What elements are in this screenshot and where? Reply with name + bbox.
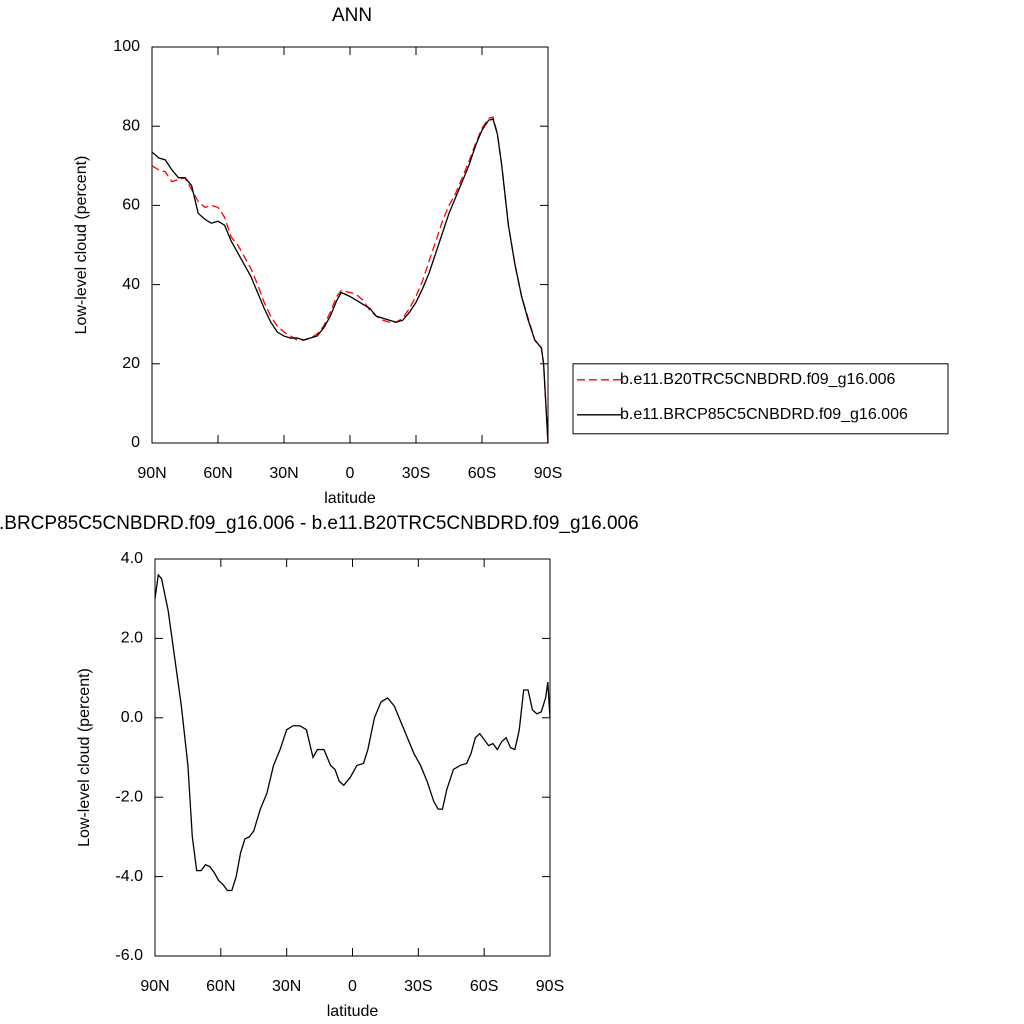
chart-title: ANN [332,5,372,26]
x-tick-label: 30S [404,978,432,995]
y-tick-label: 2.0 [121,630,143,647]
x-tick-label: 90N [140,978,169,995]
x-tick-label: 60N [203,465,232,482]
legend-label: b.e11.B20TRC5CNBDRD.f09_g16.006 [620,371,896,388]
x-tick-label: 0 [348,978,357,995]
x-axis-label: latitude [327,1003,379,1020]
x-tick-label: 30N [269,465,298,482]
legend-box [572,363,949,435]
y-tick-label: 40 [122,276,140,293]
x-tick-label: 60N [206,978,235,995]
y-tick-label: -2.0 [115,788,143,805]
data-line [151,118,549,444]
legend-label: b.e11.BRCP85C5CNBDRD.f09_g16.006 [620,406,908,423]
y-tick-label: 0 [131,434,140,451]
chart-title: .BRCP85C5CNBDRD.f09_g16.006 - b.e11.B20T… [0,513,639,534]
plot-frame [151,46,549,444]
x-tick-label: 60S [468,465,496,482]
x-axis-label: latitude [324,490,376,507]
y-tick-label: 100 [113,38,140,55]
x-tick-label: 90N [137,465,166,482]
y-axis-label: Low-level cloud (percent) [73,156,90,335]
x-tick-label: 30N [272,978,301,995]
x-tick-label: 90S [534,465,562,482]
y-tick-label: 0.0 [121,709,143,726]
plot-frame [154,558,551,957]
data-line [151,116,549,444]
y-tick-label: -4.0 [115,868,143,885]
y-axis-label: Low-level cloud (percent) [76,668,93,847]
x-tick-label: 30S [402,465,430,482]
y-tick-label: 4.0 [121,550,143,567]
y-tick-label: 80 [122,117,140,134]
x-tick-label: 60S [470,978,498,995]
data-line [154,573,551,892]
x-tick-label: 90S [536,978,564,995]
y-tick-label: -6.0 [115,947,143,964]
x-tick-label: 0 [346,465,355,482]
y-tick-label: 20 [122,355,140,372]
y-tick-label: 60 [122,197,140,214]
